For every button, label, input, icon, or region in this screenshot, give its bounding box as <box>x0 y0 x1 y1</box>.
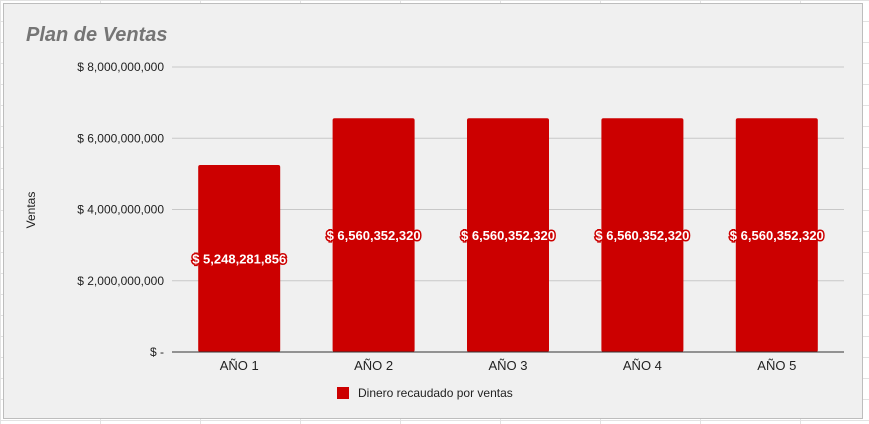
data-labels: $ 5,248,281,856 $ 6,560,352,320 $ 6,560,35… <box>191 227 826 268</box>
data-label: $ 5,248,281,856 <box>192 252 286 267</box>
chart-container[interactable]: Plan de Ventas <box>3 3 863 419</box>
bar[interactable] <box>467 118 549 352</box>
bar[interactable] <box>735 118 818 352</box>
chart-title: Plan de Ventas <box>26 24 168 46</box>
data-label: $ 6,560,352,320 <box>461 228 555 243</box>
x-tick-label: AÑO 2 <box>354 358 393 373</box>
bar[interactable] <box>601 118 684 352</box>
bars <box>198 118 818 352</box>
y-tick-label: $ 8,000,000,000 <box>77 60 164 74</box>
x-tick-label: AÑO 5 <box>757 358 796 373</box>
y-axis-title: Ventas <box>24 192 38 229</box>
y-tick-label: $ 2,000,000,000 <box>77 274 164 288</box>
legend-label: Dinero recaudado por ventas <box>358 386 513 400</box>
legend[interactable]: Dinero recaudado por ventas <box>337 386 513 400</box>
x-tick-label: AÑO 3 <box>488 358 527 373</box>
y-tick-label: $ - <box>150 345 164 359</box>
data-label: $ 6,560,352,320 <box>730 228 824 243</box>
y-tick-label: $ 6,000,000,000 <box>77 131 164 145</box>
y-axis-tick-labels: $ - $ 2,000,000,000 $ 4,000,000,000 $ 6,000… <box>77 60 164 359</box>
bar[interactable] <box>332 118 415 352</box>
x-axis-category-labels: AÑO 1 AÑO 2 AÑO 3 AÑO 4 AÑO 5 <box>220 358 797 373</box>
y-tick-label: $ 4,000,000,000 <box>77 203 164 217</box>
legend-swatch <box>337 387 349 399</box>
x-tick-label: AÑO 4 <box>623 358 662 373</box>
data-label: $ 6,560,352,320 <box>595 228 689 243</box>
data-label: $ 6,560,352,320 <box>327 228 421 243</box>
x-tick-label: AÑO 1 <box>220 358 259 373</box>
bar[interactable] <box>198 165 281 352</box>
